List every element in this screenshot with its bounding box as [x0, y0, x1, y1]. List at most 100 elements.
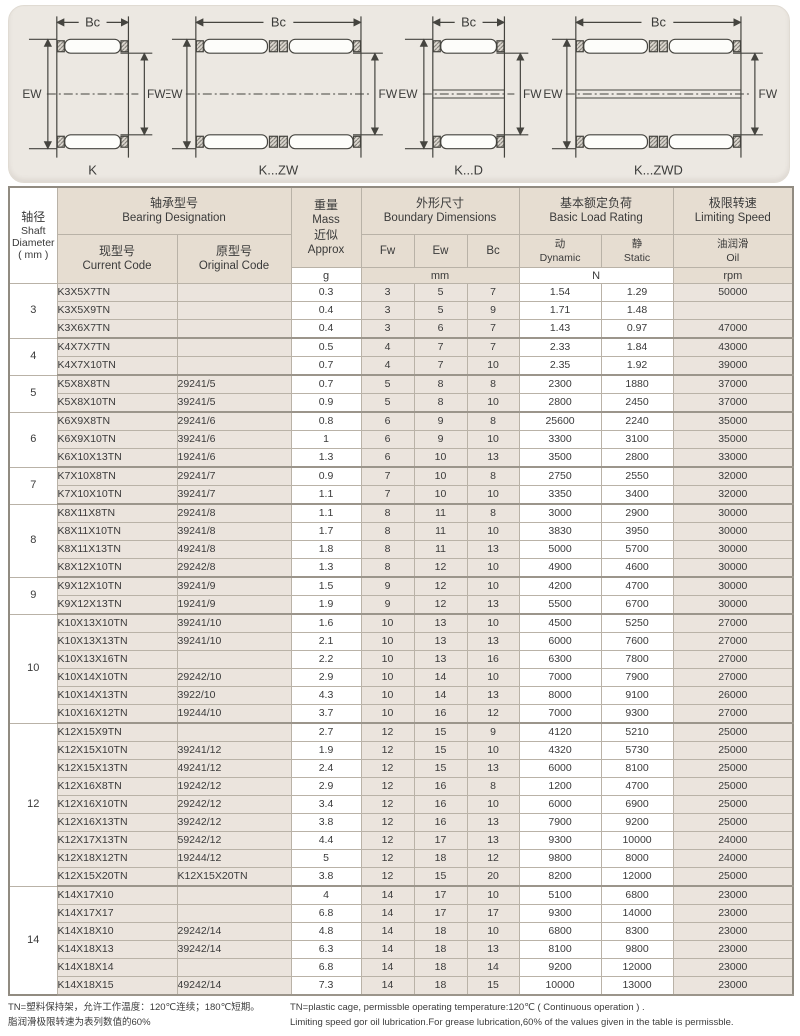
- original-code-cell: 19241/9: [176, 595, 292, 615]
- oil-speed-cell: 25000: [672, 867, 794, 887]
- table-row: 8 K8X11X8TN 29241/8 1.1 8 11 8 3000 2900 30000: [8, 503, 794, 578]
- current-code-cell: K14X18X15: [56, 976, 178, 996]
- bc-cell: 13: [466, 595, 520, 615]
- dynamic-load-cell: 10000: [518, 976, 602, 996]
- fw-cell: 9: [360, 595, 415, 615]
- dynamic-load-cell: 3830: [518, 522, 602, 541]
- static-load-cell: 8300: [600, 922, 674, 941]
- footnote-en-line1: TN=plastic cage, permissble operating te…: [290, 1002, 645, 1013]
- oil-speed-cell: 47000: [672, 319, 794, 339]
- mass-cell: 0.9: [290, 393, 362, 413]
- bc-cell: 8: [466, 777, 520, 796]
- current-code-cell: K14X17X10: [56, 885, 178, 905]
- shaft-diameter-cell: 8: [8, 503, 58, 578]
- shaft-diameter-cell: 14: [8, 885, 58, 996]
- current-code-cell: K14X17X17: [56, 904, 178, 923]
- fw-cell: 5: [360, 374, 415, 394]
- dim-bc-label: Bc: [85, 14, 101, 29]
- static-load-cell: 3100: [600, 430, 674, 449]
- bc-cell: 13: [466, 686, 520, 705]
- static-load-cell: 1.92: [600, 356, 674, 376]
- fw-cell: 12: [360, 831, 415, 850]
- dynamic-load-cell: 4500: [518, 613, 602, 633]
- oil-speed-cell: 23000: [672, 885, 794, 905]
- table-row: K12X16X8TN 19242/12 2.9 12 16 8 1200 4700 25000: [9, 777, 794, 796]
- ew-cell: 12: [413, 558, 468, 578]
- dynamic-load-cell: 6000: [518, 632, 602, 651]
- oil-speed-cell: 30000: [672, 522, 794, 541]
- static-load-cell: 6900: [600, 795, 674, 814]
- bc-cell: 13: [466, 540, 520, 559]
- footnote-cn-line2: 脂润滑极限转速为表列数值的60%: [8, 1016, 151, 1028]
- oil-speed-cell: 50000: [672, 283, 794, 302]
- mass-cell: 2.7: [290, 722, 362, 742]
- ew-cell: 16: [413, 813, 468, 832]
- bc-cell: 20: [466, 867, 520, 887]
- ew-cell: 13: [413, 650, 468, 669]
- fw-cell: 3: [360, 283, 415, 302]
- fw-cell: 12: [360, 741, 415, 760]
- bearing-spec-table: 轴径 Shaft Diameter ( mm ) 轴承型号 Bearing De…: [8, 186, 795, 996]
- ew-cell: 16: [413, 795, 468, 814]
- dim-ew-label: EW: [398, 87, 418, 101]
- static-load-cell: 9200: [600, 813, 674, 832]
- bc-cell: 13: [466, 831, 520, 850]
- shaft-diameter-cell: 6: [8, 411, 58, 468]
- footnote-en-line2: Limiting speed gor oil lubrication.For g…: [290, 1016, 734, 1028]
- mass-cell: 7.3: [290, 976, 362, 996]
- oil-speed-cell: 39000: [672, 356, 794, 376]
- ew-cell: 6: [413, 319, 468, 339]
- mass-cell: 6.8: [290, 958, 362, 977]
- bc-cell: 12: [466, 849, 520, 868]
- mass-cell: 4.3: [290, 686, 362, 705]
- mass-cell: 0.3: [290, 283, 362, 302]
- fw-cell: 12: [360, 759, 415, 778]
- static-load-cell: 5210: [600, 722, 674, 742]
- fw-cell: 3: [360, 301, 415, 320]
- dynamic-load-cell: 4900: [518, 558, 602, 578]
- oil-speed-cell: 35000: [672, 430, 794, 449]
- dynamic-load-cell: 6300: [518, 650, 602, 669]
- ew-cell: 18: [413, 849, 468, 868]
- bc-cell: 8: [466, 411, 520, 431]
- shaft-diameter-cell: 4: [8, 337, 58, 376]
- mass-cell: 3.7: [290, 704, 362, 724]
- dim-fw-label: FW: [759, 87, 777, 101]
- static-load-cell: 7900: [600, 668, 674, 687]
- fw-cell: 8: [360, 558, 415, 578]
- static-load-cell: 10000: [600, 831, 674, 850]
- shaft-diameter-cell: 5: [8, 374, 58, 413]
- bc-cell: 13: [466, 759, 520, 778]
- static-load-cell: 9800: [600, 940, 674, 959]
- mass-cell: 3.8: [290, 813, 362, 832]
- fw-cell: 14: [360, 976, 415, 996]
- current-code-cell: K5X8X8TN: [56, 374, 178, 394]
- original-code-cell: [176, 301, 292, 320]
- static-load-cell: 1.48: [600, 301, 674, 320]
- static-load-cell: 12000: [600, 867, 674, 887]
- original-code-cell: [176, 958, 292, 977]
- fw-cell: 14: [360, 958, 415, 977]
- mass-cell: 2.9: [290, 668, 362, 687]
- ew-cell: 7: [413, 337, 468, 357]
- static-load-cell: 5700: [600, 540, 674, 559]
- dynamic-load-cell: 9300: [518, 904, 602, 923]
- current-code-cell: K10X14X10TN: [56, 668, 178, 687]
- spec-table-body: 3 K3X5X7TN 0.3 3 5 7 1.54 1.29 50000 K3X5X9TN 0.4 3…: [8, 283, 794, 996]
- original-code-cell: 29241/8: [176, 503, 292, 523]
- original-code-cell: 49242/14: [176, 976, 292, 996]
- table-row: 5 K5X8X8TN 29241/5 0.7 5 8 8 2300 1880 37000: [8, 374, 794, 413]
- dim-fw-label: FW: [523, 87, 542, 101]
- fw-cell: 5: [360, 393, 415, 413]
- mass-cell: 1.5: [290, 576, 362, 596]
- dynamic-load-cell: 2.35: [518, 356, 602, 376]
- ew-cell: 15: [413, 867, 468, 887]
- mass-cell: 0.9: [290, 466, 362, 486]
- diagram-type-label: K: [88, 163, 97, 178]
- original-code-cell: 19241/6: [176, 448, 292, 468]
- oil-speed-cell: 27000: [672, 650, 794, 669]
- static-load-cell: 4700: [600, 576, 674, 596]
- mass-cell: 1: [290, 430, 362, 449]
- mass-cell: 1.1: [290, 485, 362, 505]
- original-code-cell: 39242/12: [176, 813, 292, 832]
